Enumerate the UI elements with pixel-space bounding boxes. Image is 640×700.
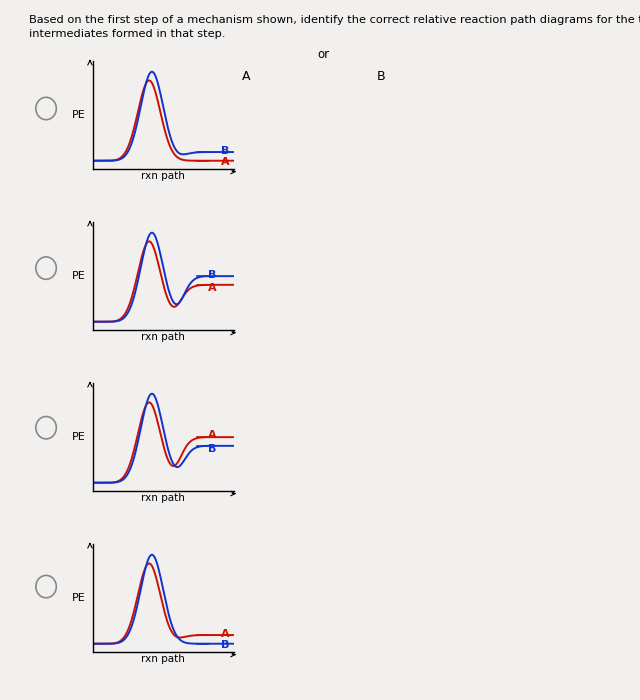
X-axis label: rxn path: rxn path [141,493,185,503]
Text: A: A [221,157,230,167]
Text: B: B [221,640,229,650]
Text: B: B [221,146,229,156]
X-axis label: rxn path: rxn path [141,654,185,664]
Text: A: A [221,629,230,639]
Text: A: A [242,70,251,83]
X-axis label: rxn path: rxn path [141,332,185,342]
Text: Based on the first step of a mechanism shown, identify the correct relative reac: Based on the first step of a mechanism s… [29,15,640,38]
Y-axis label: PE: PE [72,432,86,442]
Text: B: B [208,270,216,280]
X-axis label: rxn path: rxn path [141,171,185,181]
Text: B: B [376,70,385,83]
Y-axis label: PE: PE [72,271,86,281]
Y-axis label: PE: PE [72,110,86,120]
Text: B: B [208,444,216,454]
Y-axis label: PE: PE [72,593,86,603]
Text: A: A [208,430,217,440]
Text: or: or [317,48,329,61]
Text: A: A [208,283,217,293]
